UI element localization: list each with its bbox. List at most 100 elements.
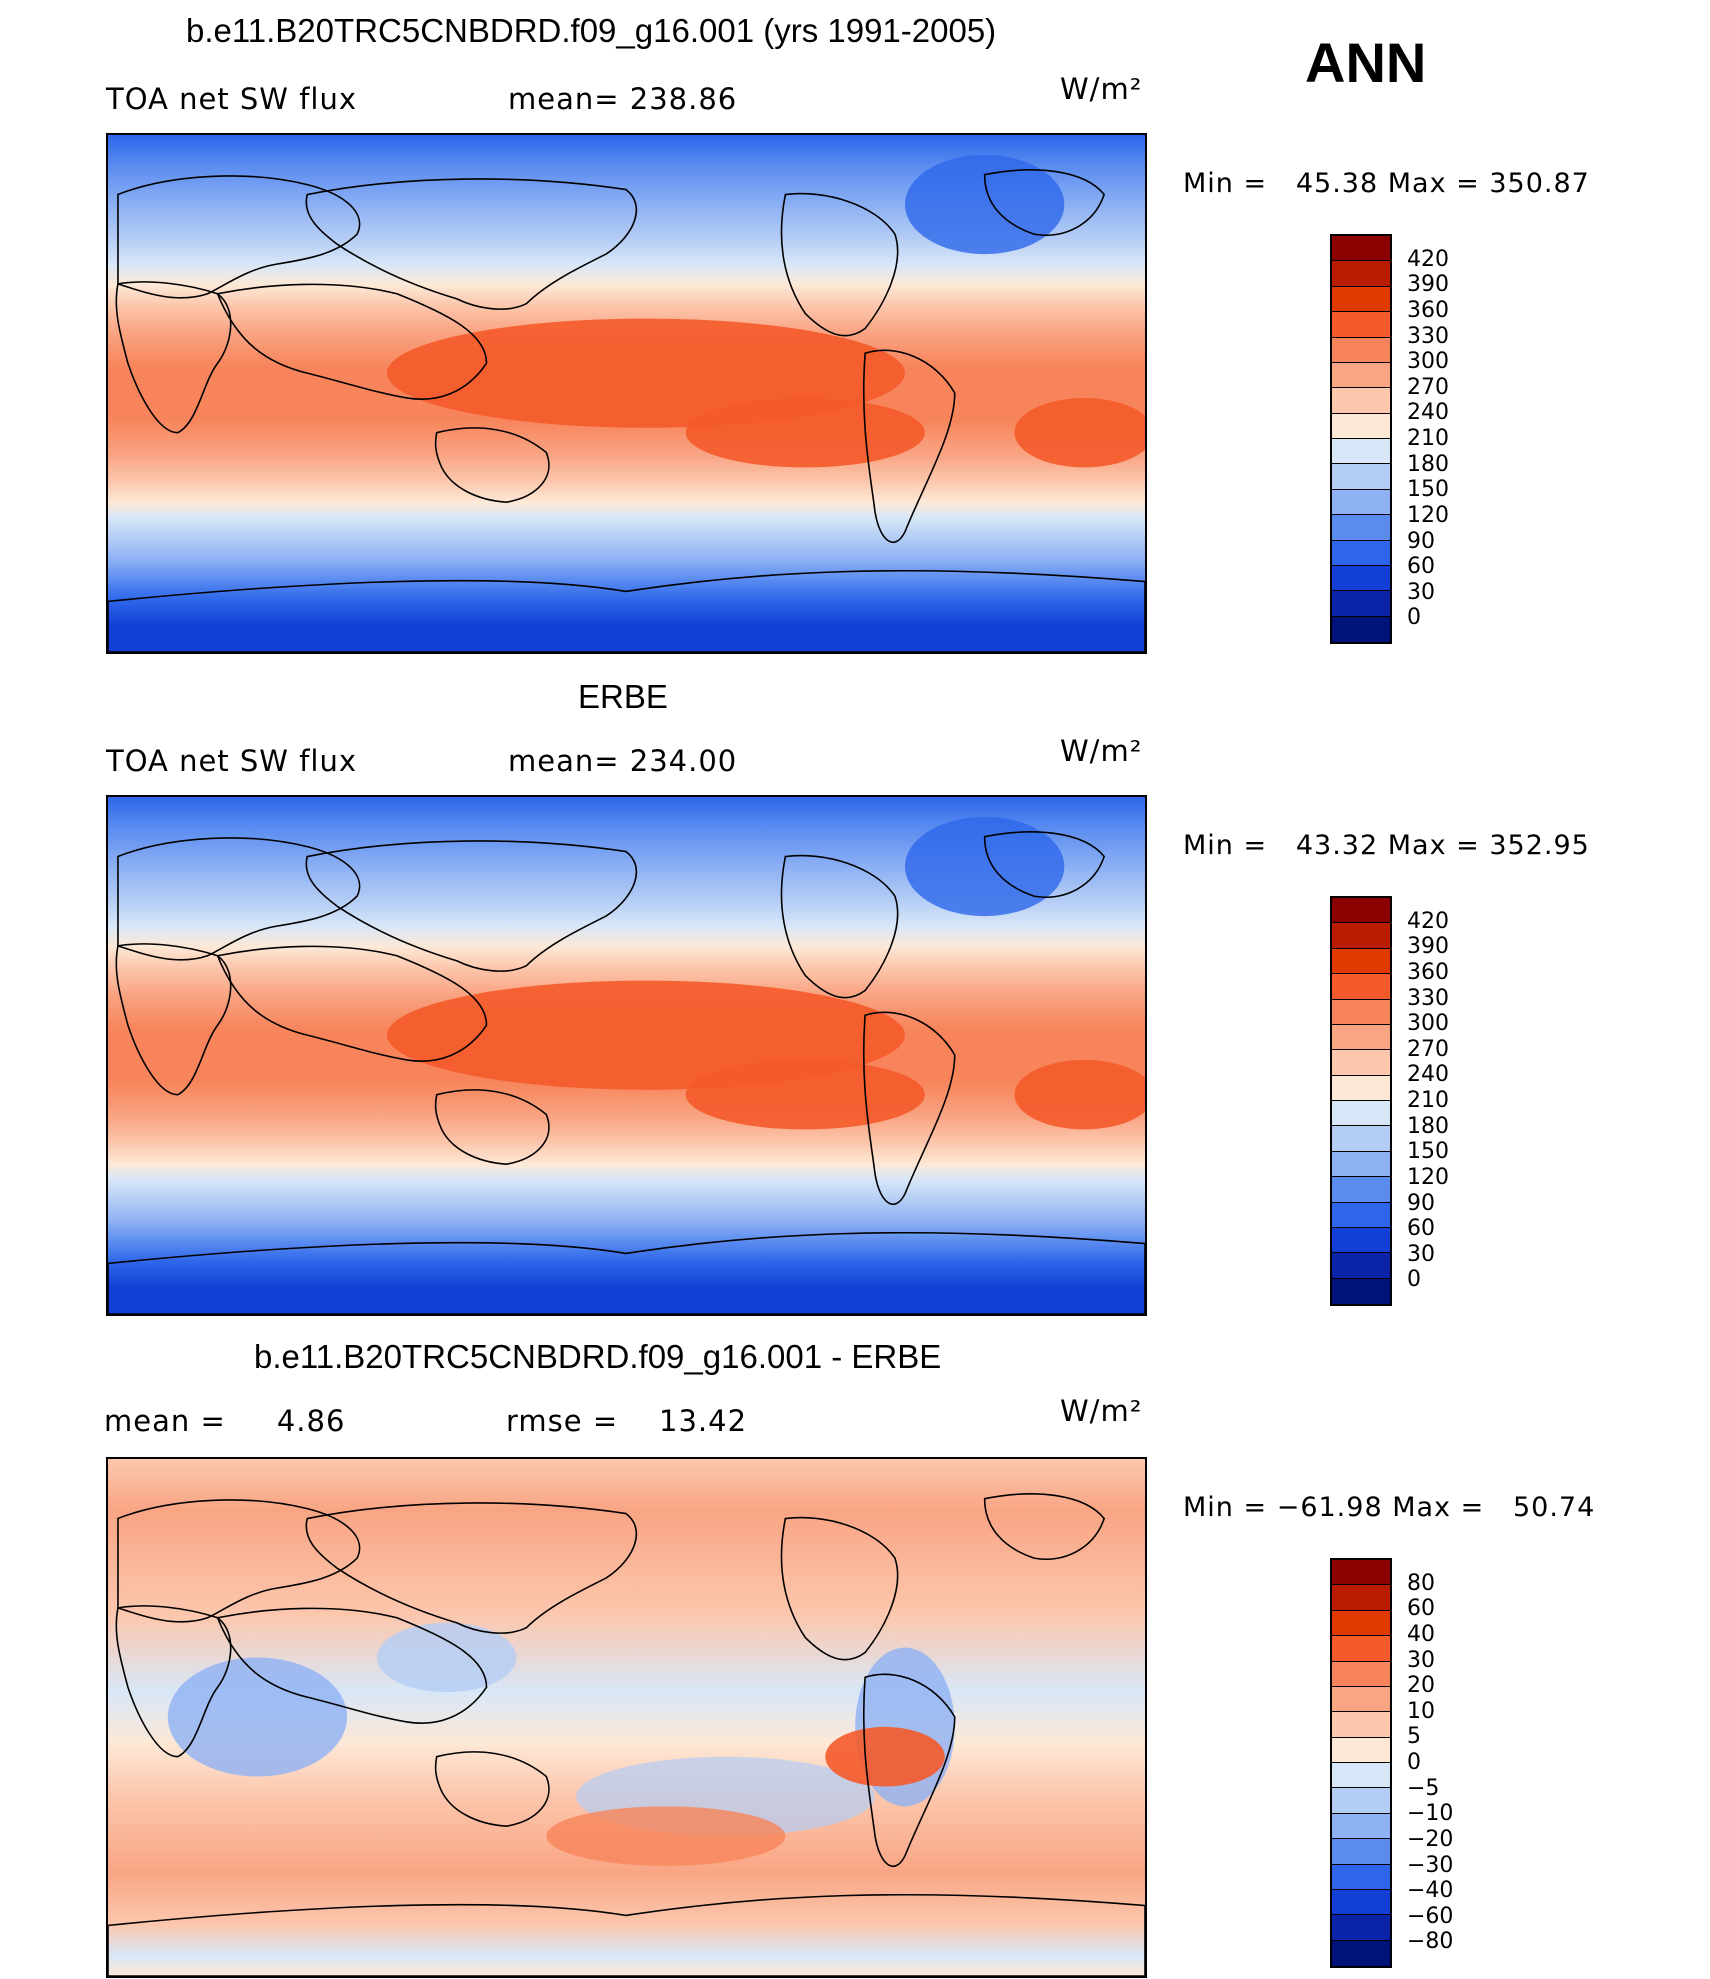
colorbar-tick-label: −20	[1407, 1826, 1454, 1852]
colorbar-tick-label: 240	[1407, 400, 1449, 426]
colorbar-tick-label: 360	[1407, 297, 1449, 323]
colorbar-swatch	[1332, 1712, 1390, 1738]
panel-left-label: TOA net SW flux	[106, 82, 358, 116]
colorbar-tick-label: 120	[1407, 502, 1449, 528]
colorbar-swatch	[1332, 261, 1390, 287]
colorbar-swatch	[1332, 1661, 1390, 1687]
colorbar-tick-label: 300	[1407, 349, 1449, 375]
colorbar-swatch	[1332, 388, 1390, 414]
colorbar-swatch	[1332, 1050, 1390, 1076]
colorbar-tick-label: −40	[1407, 1878, 1454, 1904]
colorbar-swatch	[1332, 1126, 1390, 1152]
colorbar-swatch	[1332, 1075, 1390, 1101]
colorbar-tick-label: 30	[1407, 1241, 1435, 1267]
colorbar-tick-label: 5	[1407, 1724, 1421, 1750]
colorbar-tick-label: 180	[1407, 1113, 1449, 1139]
colorbar-swatch	[1332, 565, 1390, 592]
colorbar-tick-label: 150	[1407, 477, 1449, 503]
colorbar-swatch	[1332, 616, 1390, 642]
colorbar-swatch	[1332, 1788, 1390, 1814]
colorbar-tick-label: 210	[1407, 1088, 1449, 1113]
colorbar-swatch	[1332, 1763, 1390, 1789]
colorbar-swatch	[1332, 898, 1390, 924]
colorbar-swatch	[1332, 1839, 1390, 1865]
colorbar-swatch	[1332, 362, 1390, 389]
season-label: ANN	[1305, 31, 1427, 94]
colorbar-tick-label: 420	[1407, 246, 1449, 272]
colorbar-swatch	[1332, 1636, 1390, 1662]
colorbar-tick-label: 10	[1407, 1698, 1435, 1724]
colorbar-swatch	[1332, 1889, 1390, 1916]
panel-left-label: mean = 4.86	[104, 1404, 346, 1438]
colorbar-swatch	[1332, 1560, 1390, 1586]
panel-title: b.e11.B20TRC5CNBDRD.f09_g16.001 - ERBE	[254, 1338, 942, 1375]
colorbar-tick-label: 150	[1407, 1139, 1449, 1165]
panel-units: W/m²	[1060, 1394, 1143, 1428]
colorbar-swatch	[1332, 1227, 1390, 1254]
colorbar-tick-label: −60	[1407, 1903, 1454, 1929]
colorbar-tick-label: 180	[1407, 451, 1449, 477]
colorbar-swatch	[1332, 413, 1390, 439]
colorbar-tick-label: 240	[1407, 1062, 1449, 1088]
colorbar-swatch	[1332, 1101, 1390, 1127]
colorbar-swatch	[1332, 948, 1390, 975]
colorbar-swatch	[1332, 464, 1390, 490]
colorbar-swatch	[1332, 540, 1390, 566]
colorbar-tick-label: 330	[1407, 323, 1449, 349]
colorbar-tick-label: 20	[1407, 1673, 1435, 1699]
colorbar-swatch	[1332, 489, 1390, 516]
colorbar-swatch	[1332, 286, 1390, 313]
colorbar-swatch	[1332, 236, 1390, 262]
colorbar-swatch	[1332, 591, 1390, 617]
colorbar-swatch	[1332, 515, 1390, 541]
colorbar-swatch	[1332, 1278, 1390, 1304]
panel-units: W/m²	[1060, 734, 1143, 768]
colorbar	[1330, 1558, 1392, 1968]
panel-units: W/m²	[1060, 72, 1143, 106]
map-difference	[106, 1457, 1147, 1978]
colorbar-swatch	[1332, 974, 1390, 1000]
panel-minmax: Min = −61.98 Max = 50.74	[1183, 1492, 1596, 1523]
colorbar-tick-label: 120	[1407, 1164, 1449, 1190]
colorbar-swatch	[1332, 1253, 1390, 1279]
colorbar-swatch	[1332, 1940, 1390, 1966]
colorbar-swatch	[1332, 1024, 1390, 1051]
colorbar-tick-label: 40	[1407, 1621, 1435, 1647]
colorbar-tick-label: 80	[1407, 1570, 1435, 1596]
colorbar-swatch	[1332, 999, 1390, 1025]
colorbar-tick-label: 360	[1407, 959, 1449, 985]
colorbar-tick-label: 30	[1407, 579, 1435, 605]
colorbar-tick-label: 0	[1407, 1750, 1421, 1775]
colorbar-swatch	[1332, 1915, 1390, 1941]
panel-minmax: Min = 43.32 Max = 352.95	[1183, 830, 1590, 861]
colorbar-tick-label: 90	[1407, 528, 1435, 554]
colorbar-tick-label: 270	[1407, 1036, 1449, 1062]
colorbar-tick-label: 30	[1407, 1647, 1435, 1673]
panel-title: ERBE	[578, 678, 668, 715]
colorbar-swatch	[1332, 1686, 1390, 1713]
colorbar-tick-label: 90	[1407, 1190, 1435, 1216]
colorbar-tick-label: 330	[1407, 985, 1449, 1011]
panel-minmax: Min = 45.38 Max = 350.87	[1183, 168, 1590, 199]
colorbar-swatch	[1332, 1610, 1390, 1637]
colorbar	[1330, 896, 1392, 1306]
colorbar-tick-label: 60	[1407, 1596, 1435, 1622]
colorbar-swatch	[1332, 1202, 1390, 1228]
colorbar-tick-label: 60	[1407, 554, 1435, 580]
colorbar	[1330, 234, 1392, 644]
colorbar-swatch	[1332, 1151, 1390, 1178]
colorbar-swatch	[1332, 439, 1390, 465]
panel-left-label: TOA net SW flux	[106, 744, 358, 778]
panel-mean-label: rmse = 13.42	[506, 1404, 748, 1438]
colorbar-tick-label: −5	[1407, 1775, 1440, 1801]
colorbar-swatch	[1332, 1737, 1390, 1763]
colorbar-tick-label: 420	[1407, 908, 1449, 934]
colorbar-swatch	[1332, 312, 1390, 338]
colorbar-tick-label: 210	[1407, 426, 1449, 451]
colorbar-tick-label: −30	[1407, 1852, 1454, 1878]
panel-mean-label: mean= 234.00	[508, 744, 738, 778]
colorbar-tick-label: −80	[1407, 1929, 1454, 1955]
colorbar-swatch	[1332, 1813, 1390, 1840]
map-erbe	[106, 795, 1147, 1316]
colorbar-tick-label: 270	[1407, 374, 1449, 400]
